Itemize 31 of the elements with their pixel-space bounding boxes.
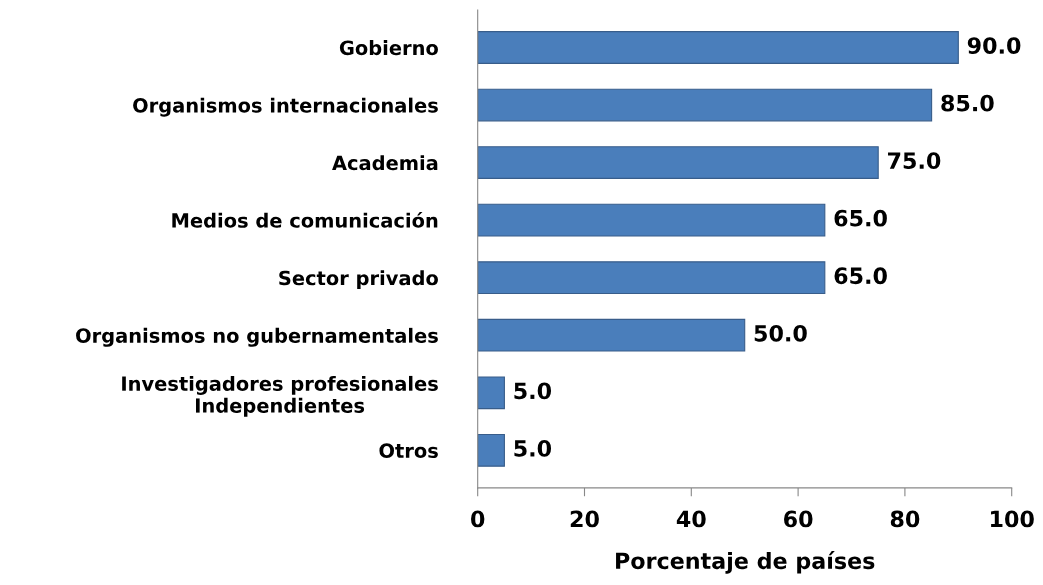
y-tick-label: Organismos internacionales [133,97,438,117]
x-tick-label: 80 [890,510,920,528]
data-label: 65.0 [834,209,887,227]
bar [477,433,505,467]
y-tick-label: Sector privado [279,270,438,290]
x-tick-label: 40 [676,510,706,528]
data-label: 90.0 [967,37,1021,54]
x-tick-label: 60 [784,510,813,528]
data-label: 75.0 [888,152,941,170]
bar [477,146,879,179]
y-tick-label: Medios de comunicación [172,211,438,228]
y-tick-label: Investigadores profesionales Independientes [122,375,438,417]
data-label: 5.0 [514,439,552,457]
x-tick-label: 0 [471,510,485,528]
y-tick-label: Gobierno [339,40,438,56]
bar [477,203,826,237]
data-label: 85.0 [941,94,994,112]
data-label: 65.0 [834,267,887,285]
x-tick-label: 100 [991,510,1034,528]
x-tick-label: 20 [570,510,599,528]
x-axis-title: Porcentaje de países [616,551,875,574]
y-tick-label: Organismos no gubernamentales [76,327,438,347]
data-label: 5.0 [514,382,552,400]
data-label: 50.0 [754,324,807,342]
bar [477,376,505,410]
bar [477,31,959,64]
y-tick-label: Otros [379,443,438,458]
bar [477,261,826,295]
bar [477,318,746,352]
bar [477,88,933,122]
y-tick-label: Academia [332,155,438,171]
